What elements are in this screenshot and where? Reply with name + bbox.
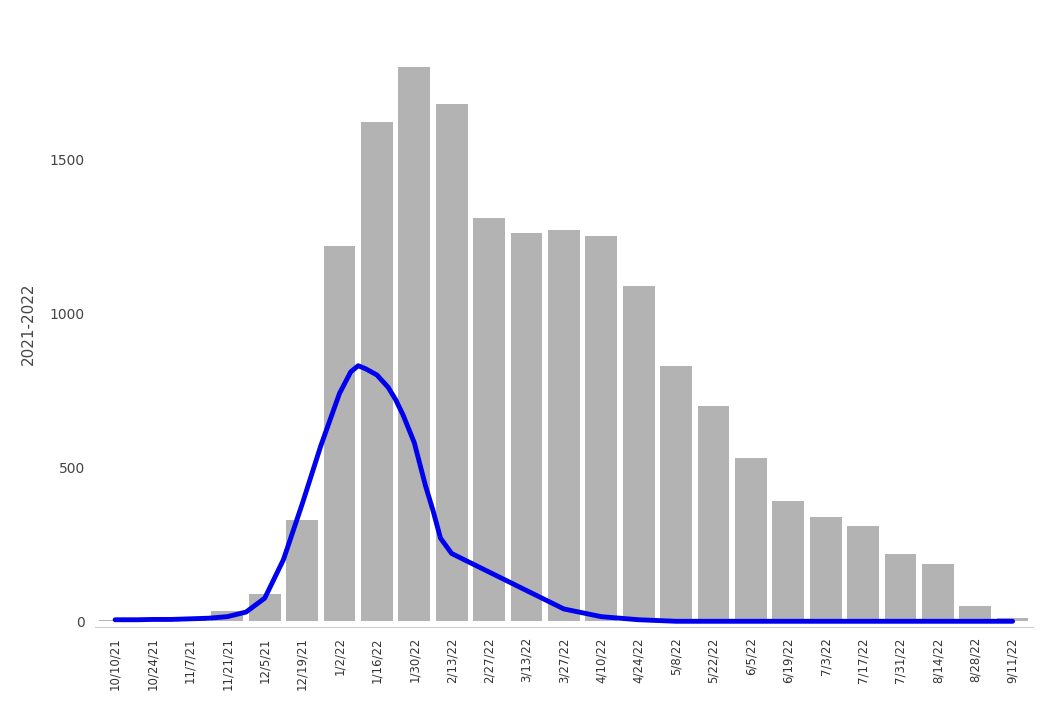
Bar — [922, 565, 954, 621]
Bar — [585, 236, 618, 621]
Bar — [847, 526, 879, 621]
Bar — [99, 620, 131, 621]
Bar — [959, 606, 991, 621]
Y-axis label: 2021-2022: 2021-2022 — [21, 283, 36, 365]
Bar — [174, 616, 206, 621]
Bar — [473, 218, 505, 621]
Bar — [435, 104, 468, 621]
Bar — [212, 611, 243, 621]
Bar — [997, 618, 1029, 621]
Bar — [137, 619, 169, 621]
Bar — [884, 554, 916, 621]
Bar — [548, 230, 580, 621]
Bar — [623, 286, 655, 621]
Bar — [698, 406, 729, 621]
Bar — [249, 594, 280, 621]
Bar — [735, 458, 766, 621]
Bar — [510, 233, 543, 621]
Bar — [398, 67, 430, 621]
Bar — [362, 122, 393, 621]
Bar — [287, 520, 318, 621]
Bar — [773, 501, 804, 621]
Bar — [324, 245, 355, 621]
Bar — [660, 365, 691, 621]
Bar — [809, 517, 841, 621]
